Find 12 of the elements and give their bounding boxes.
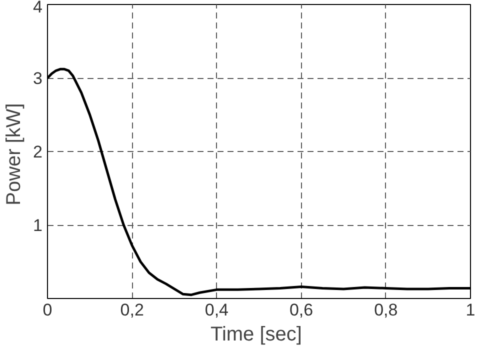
- x-tick-label: 0,2: [120, 300, 144, 320]
- y-tick-label: 4: [33, 0, 43, 16]
- y-tick-label: 3: [33, 69, 43, 88]
- y-axis-title: Power [kW]: [3, 103, 26, 206]
- x-tick-label: 1: [466, 300, 476, 320]
- x-tick-label: 0,6: [289, 300, 314, 320]
- y-tick-label: 1: [33, 216, 43, 235]
- x-tick-label: 0,4: [204, 300, 229, 320]
- y-tick-label: 2: [33, 142, 43, 162]
- x-axis-title: Time [sec]: [210, 324, 302, 346]
- x-tick-label: 0,8: [374, 300, 398, 320]
- x-tick-label: 0: [42, 300, 52, 320]
